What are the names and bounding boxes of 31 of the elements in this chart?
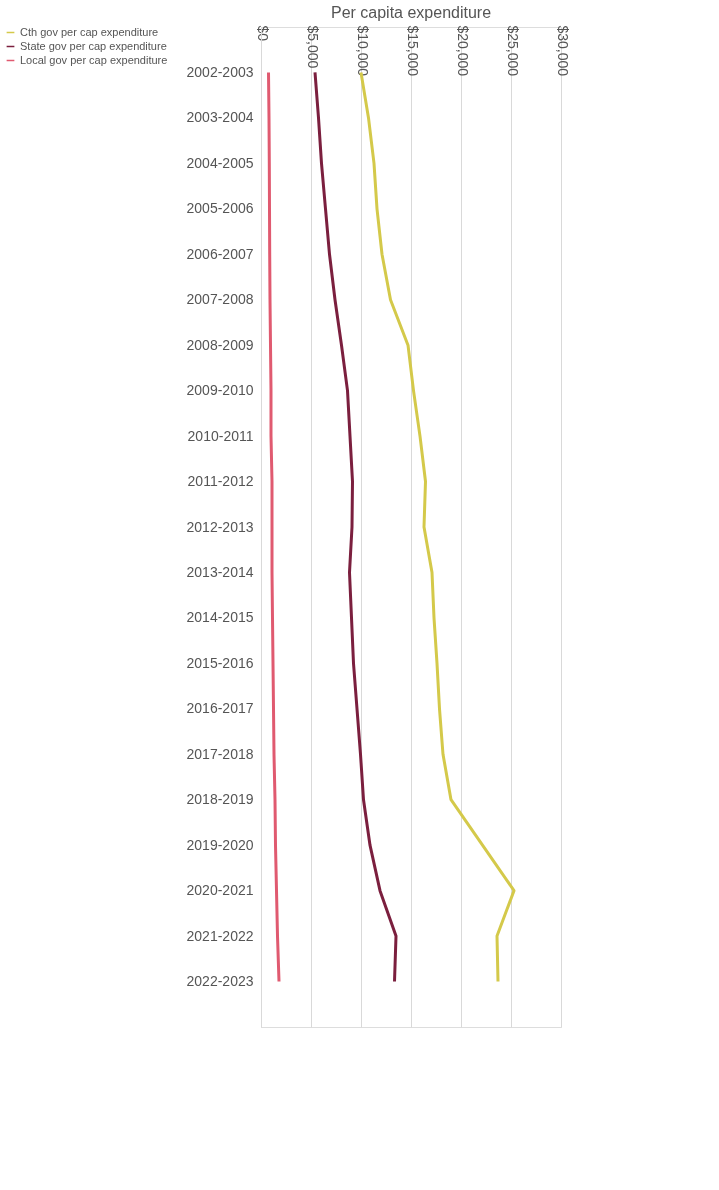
y-tick-label: 2006-2007 — [186, 245, 254, 262]
y-tick-label: 2020-2021 — [186, 882, 254, 899]
y-tick-label: 2018-2019 — [186, 791, 254, 808]
y-tick-label: 2011-2012 — [187, 473, 254, 490]
y-tick-label: 2010-2011 — [187, 427, 254, 444]
legend-label: Cth gov per cap expenditure — [20, 25, 159, 38]
y-tick-label: 2007-2008 — [186, 291, 254, 308]
y-tick-label: 2002-2003 — [186, 63, 254, 80]
y-tick-label: 2014-2015 — [186, 609, 254, 626]
x-tick-label: $30,000 — [554, 25, 571, 77]
x-tick-label: $15,000 — [404, 25, 421, 77]
x-tick-label: $5,000 — [304, 25, 321, 69]
y-tick-label: 2004-2005 — [186, 154, 254, 171]
y-tick-label: 2017-2018 — [186, 745, 254, 762]
y-tick-label: 2012-2013 — [186, 518, 254, 535]
y-tick-label: 2019-2020 — [186, 836, 254, 853]
legend-label: State gov per cap expenditure — [20, 39, 167, 52]
chart-title: Per capita expenditure — [330, 4, 492, 21]
y-tick-label: 2003-2004 — [186, 109, 254, 126]
y-tick-label: 2005-2006 — [186, 200, 254, 217]
x-tick-label: $25,000 — [504, 25, 521, 77]
y-tick-label: 2008-2009 — [186, 336, 254, 353]
y-tick-label: 2013-2014 — [186, 563, 254, 580]
y-tick-label: 2022-2023 — [186, 973, 254, 990]
y-tick-label: 2015-2016 — [186, 654, 254, 671]
y-tick-label: 2021-2022 — [186, 927, 254, 944]
y-tick-label: 2009-2010 — [186, 382, 254, 399]
legend-label: Local gov per cap expenditure — [20, 53, 168, 66]
x-tick-label: $20,000 — [454, 25, 471, 77]
y-tick-label: 2016-2017 — [186, 700, 254, 717]
x-tick-label: $10,000 — [354, 25, 371, 77]
